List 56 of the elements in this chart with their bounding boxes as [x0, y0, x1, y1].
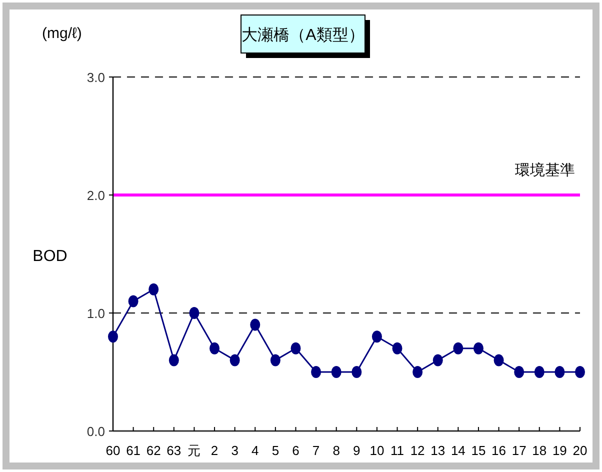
x-tick-label: 63	[166, 443, 182, 458]
point	[432, 354, 443, 366]
x-tick-label: 14	[450, 443, 466, 458]
x-tick-label: 12	[410, 443, 425, 458]
point	[392, 342, 402, 354]
x-tick-label: 3	[231, 443, 238, 458]
point	[290, 342, 301, 354]
y-tick-label: 1.0	[86, 306, 105, 321]
x-tick-label: 17	[512, 443, 526, 458]
x-tick-label: 4	[252, 443, 259, 458]
x-tick-label: 62	[146, 443, 161, 458]
point	[412, 366, 423, 378]
point	[575, 366, 585, 378]
y-tick-label: 0.0	[86, 424, 105, 439]
point	[372, 330, 382, 343]
point	[250, 318, 260, 331]
y-tick-label: 2.0	[86, 188, 105, 203]
point	[494, 354, 504, 366]
x-tick-label: 元	[188, 443, 201, 458]
point	[534, 366, 544, 378]
x-tick-label: 7	[312, 443, 320, 458]
point	[168, 354, 179, 366]
x-tick-label: 60	[106, 443, 120, 458]
x-tick-label: 15	[471, 443, 486, 458]
point	[331, 366, 342, 378]
x-tick-label: 13	[430, 443, 446, 458]
y-axis-title: BOD	[32, 248, 68, 265]
x-tick-label: 18	[532, 443, 547, 458]
point	[554, 366, 565, 378]
point	[270, 354, 280, 366]
x-tick-label: 11	[390, 443, 404, 458]
chart-title: 大瀬橋（A類型）	[242, 26, 364, 44]
point	[210, 342, 220, 354]
point	[108, 330, 118, 343]
x-tick-label: 61	[126, 443, 141, 458]
text: (mg/ℓ)	[42, 25, 82, 42]
x-tick-label: 19	[552, 443, 567, 458]
point	[128, 295, 138, 308]
x-tick-label: 16	[492, 443, 506, 458]
x-tick-label: 2	[210, 443, 218, 458]
x-tick-label: 20	[572, 443, 588, 458]
point	[230, 354, 240, 366]
y-tick-label: 3.0	[86, 70, 105, 85]
point	[352, 366, 362, 378]
x-tick-label: 5	[272, 443, 280, 458]
point	[189, 307, 200, 319]
x-tick-label: 9	[353, 443, 360, 458]
point	[148, 283, 159, 296]
x-tick-label: 8	[332, 443, 340, 458]
point	[473, 342, 484, 354]
point	[311, 366, 322, 378]
x-tick-label: 6	[292, 443, 300, 458]
point	[514, 366, 524, 378]
ref-line-label: 環境基準	[515, 162, 575, 179]
x-tick-label: 10	[370, 443, 384, 458]
point	[453, 342, 464, 354]
